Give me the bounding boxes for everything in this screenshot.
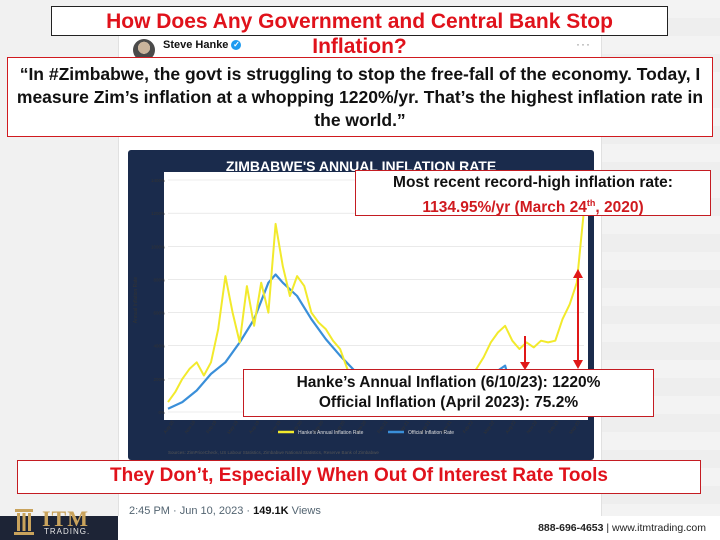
x-tick-label: May-19 — [226, 419, 239, 435]
tweet-meta: 2:45 PM · Jun 10, 2023 · 149.1K Views — [129, 505, 321, 517]
quote-text: “In #Zimbabwe, the govt is struggling to… — [16, 64, 704, 130]
x-tick-label: Feb-22 — [462, 419, 475, 434]
official-inflation-text: Official Inflation (April 2023): 75.2% — [318, 394, 579, 411]
logo-text: ITM — [42, 506, 89, 531]
x-tick-label: Feb-21 — [376, 419, 389, 434]
itm-logo[interactable]: ITM TRADING. — [14, 505, 94, 537]
y-tick-label: 800% — [153, 277, 165, 282]
record-high-value: 1134.95%/yr (March 24th, 2020) — [356, 193, 710, 218]
x-tick-label: Aug-22 — [504, 419, 517, 434]
bottom-banner: They Don’t, Especially When Out Of Inter… — [17, 460, 701, 494]
quote-box: “In #Zimbabwe, the govt is struggling to… — [7, 57, 713, 137]
x-tick-label: Aug-18 — [162, 419, 175, 434]
arrow-gap-head-down — [573, 360, 583, 369]
record-high-label: Most recent record-high inflation rate: — [393, 174, 673, 191]
x-tick-label: Nov-22 — [526, 419, 539, 434]
y-tick-label: 600% — [153, 311, 165, 316]
x-tick-label: Aug-19 — [248, 419, 261, 434]
title-line-1: How Does Any Government and Central Bank… — [106, 10, 613, 33]
y-tick-label: 1000% — [151, 244, 165, 249]
record-high-value-main: 1134.95%/yr (March 24 — [422, 199, 587, 217]
y-tick-label: 200% — [153, 377, 165, 382]
footer-bar — [0, 516, 720, 540]
x-tick-label: Feb-23 — [547, 419, 560, 434]
author-name: Steve Hanke — [163, 39, 229, 51]
footer-contact: 888-696-4653 | www.itmtrading.com — [538, 522, 706, 534]
y-tick-label: 400% — [153, 344, 165, 349]
record-high-callout: Most recent record-high inflation rate: … — [355, 170, 711, 216]
arrow-official-drop-head — [520, 362, 530, 370]
x-tick-label: Feb-19 — [205, 419, 218, 434]
legend-label: Official Inflation Rate — [408, 430, 454, 436]
title-line-2: Inflation? — [312, 35, 407, 58]
bottom-banner-text: They Don’t, Especially When Out Of Inter… — [110, 465, 608, 486]
record-high-value-end: , 2020) — [595, 199, 644, 217]
logo-subtext: TRADING. — [44, 527, 91, 536]
legend-label: Hanke's Annual Inflation Rate — [298, 430, 364, 436]
page-title: How Does Any Government and Central Bank… — [51, 6, 668, 58]
arrow-gap-head-up — [573, 269, 583, 278]
footer-separator: | — [603, 522, 613, 534]
footer-phone[interactable]: 888-696-4653 — [538, 522, 604, 534]
x-tick-label: Nov-18 — [184, 419, 197, 434]
annotation-arrows — [520, 269, 583, 370]
y-tick-label: 1200% — [151, 211, 165, 216]
more-options-icon[interactable]: ··· — [576, 37, 591, 51]
x-tick-label: May-23 — [568, 419, 581, 435]
x-tick-label: May-22 — [483, 419, 496, 435]
y-axis-label: Annual Inflation Rate — [133, 277, 139, 324]
tweet-timestamp: 2:45 PM · Jun 10, 2023 · — [129, 505, 254, 517]
chart-source-note: Sources: ZimPriceCheck, US Labour Statis… — [168, 450, 379, 455]
comparison-callout: Hanke’s Annual Inflation (6/10/23): 1220… — [243, 369, 654, 417]
hanke-inflation-text: Hanke’s Annual Inflation (6/10/23): 1220… — [296, 374, 601, 391]
y-tick-label: 1400% — [151, 178, 165, 183]
avatar[interactable] — [133, 39, 155, 61]
footer-website[interactable]: www.itmtrading.com — [612, 522, 706, 534]
tweet-views-count: 149.1K — [253, 505, 289, 517]
tweet-author[interactable]: Steve Hanke ✓ — [163, 39, 242, 51]
record-high-value-sup: th — [586, 198, 596, 208]
y-tick-label: 0% — [158, 410, 165, 415]
tweet-views-label: Views — [288, 505, 321, 517]
verified-badge-icon: ✓ — [231, 40, 242, 51]
column-icon — [14, 509, 34, 535]
